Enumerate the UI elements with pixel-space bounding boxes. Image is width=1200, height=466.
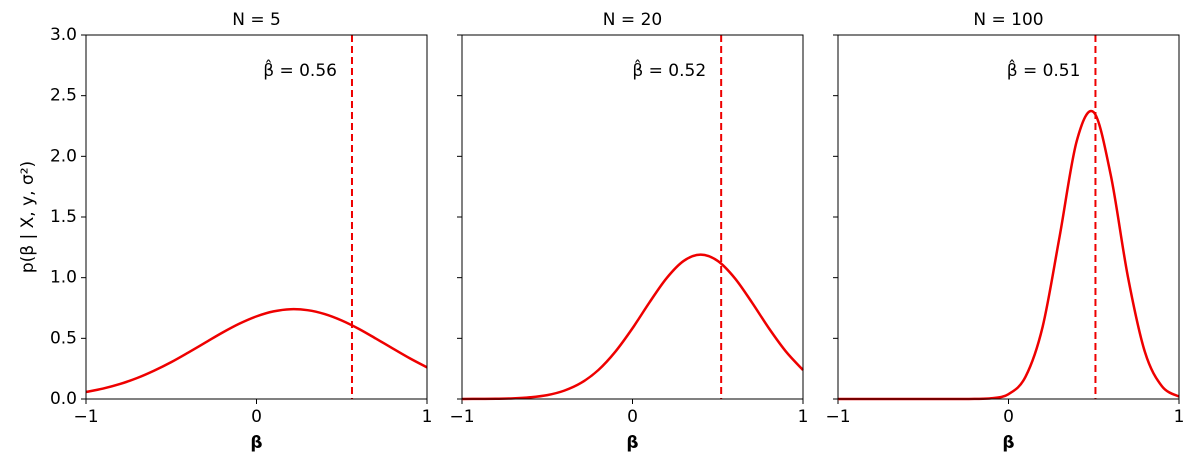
density-curve xyxy=(85,307,428,394)
panel-title: N = 20 xyxy=(603,10,662,30)
plot-frame xyxy=(85,34,428,400)
density-curve xyxy=(837,109,1180,401)
y-tick-label: 1.5 xyxy=(50,207,77,227)
y-tick-label: 0.0 xyxy=(50,389,77,409)
plot-frame xyxy=(461,34,804,400)
y-tick-label: 2.5 xyxy=(50,86,77,106)
x-tick-label: 0 xyxy=(627,407,638,427)
y-tick-label: 3.0 xyxy=(50,25,77,45)
x-tick-label: −1 xyxy=(825,407,850,427)
panel-title: N = 100 xyxy=(973,10,1043,30)
estimate-label: β̂ = 0.51 xyxy=(1007,58,1081,81)
x-tick-label: −1 xyxy=(73,407,98,427)
plot-frame xyxy=(837,34,1180,400)
x-tick-label: 0 xyxy=(1003,407,1014,427)
estimate-label: β̂ = 0.56 xyxy=(263,58,337,81)
x-axis-label: β xyxy=(1002,433,1014,453)
x-tick-label: 0 xyxy=(251,407,262,427)
x-axis-label: β xyxy=(626,433,638,453)
x-tick-label: −1 xyxy=(449,407,474,427)
x-axis-label: β xyxy=(250,433,262,453)
density-curve xyxy=(461,253,804,401)
y-axis-label: p(β | X, y, σ²) xyxy=(18,161,38,273)
x-tick-label: 1 xyxy=(798,407,809,427)
y-tick-label: 2.0 xyxy=(50,146,77,166)
panel-title: N = 5 xyxy=(232,10,281,30)
estimate-label: β̂ = 0.52 xyxy=(632,58,706,81)
x-tick-label: 1 xyxy=(1174,407,1185,427)
x-tick-label: 1 xyxy=(422,407,433,427)
y-tick-label: 0.5 xyxy=(50,328,77,348)
y-tick-label: 1.0 xyxy=(50,268,77,288)
